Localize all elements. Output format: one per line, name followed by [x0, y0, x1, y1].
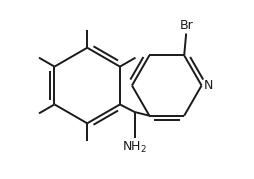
Text: Br: Br [179, 18, 193, 32]
Text: NH$_2$: NH$_2$ [122, 140, 147, 155]
Text: N: N [204, 79, 213, 92]
